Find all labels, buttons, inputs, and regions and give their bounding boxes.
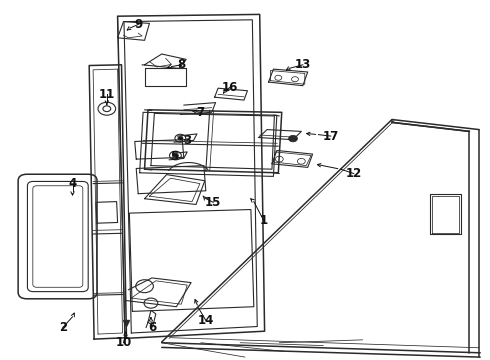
Text: 17: 17	[322, 130, 339, 143]
Text: 10: 10	[115, 336, 132, 349]
Text: 3: 3	[183, 134, 191, 147]
Text: 5: 5	[170, 150, 178, 163]
Circle shape	[289, 135, 297, 142]
Text: 15: 15	[205, 196, 221, 209]
Text: 6: 6	[148, 321, 156, 334]
Text: 8: 8	[177, 58, 185, 71]
Text: 16: 16	[222, 81, 239, 94]
Text: 7: 7	[196, 106, 204, 119]
Circle shape	[172, 153, 178, 158]
Text: 4: 4	[69, 177, 76, 190]
Text: 14: 14	[197, 314, 214, 327]
Text: 2: 2	[59, 321, 67, 334]
Text: 1: 1	[260, 214, 268, 227]
Text: 12: 12	[345, 167, 362, 180]
Circle shape	[178, 136, 183, 140]
Text: 13: 13	[294, 58, 311, 71]
Text: 11: 11	[98, 88, 115, 101]
Text: 9: 9	[134, 18, 142, 31]
